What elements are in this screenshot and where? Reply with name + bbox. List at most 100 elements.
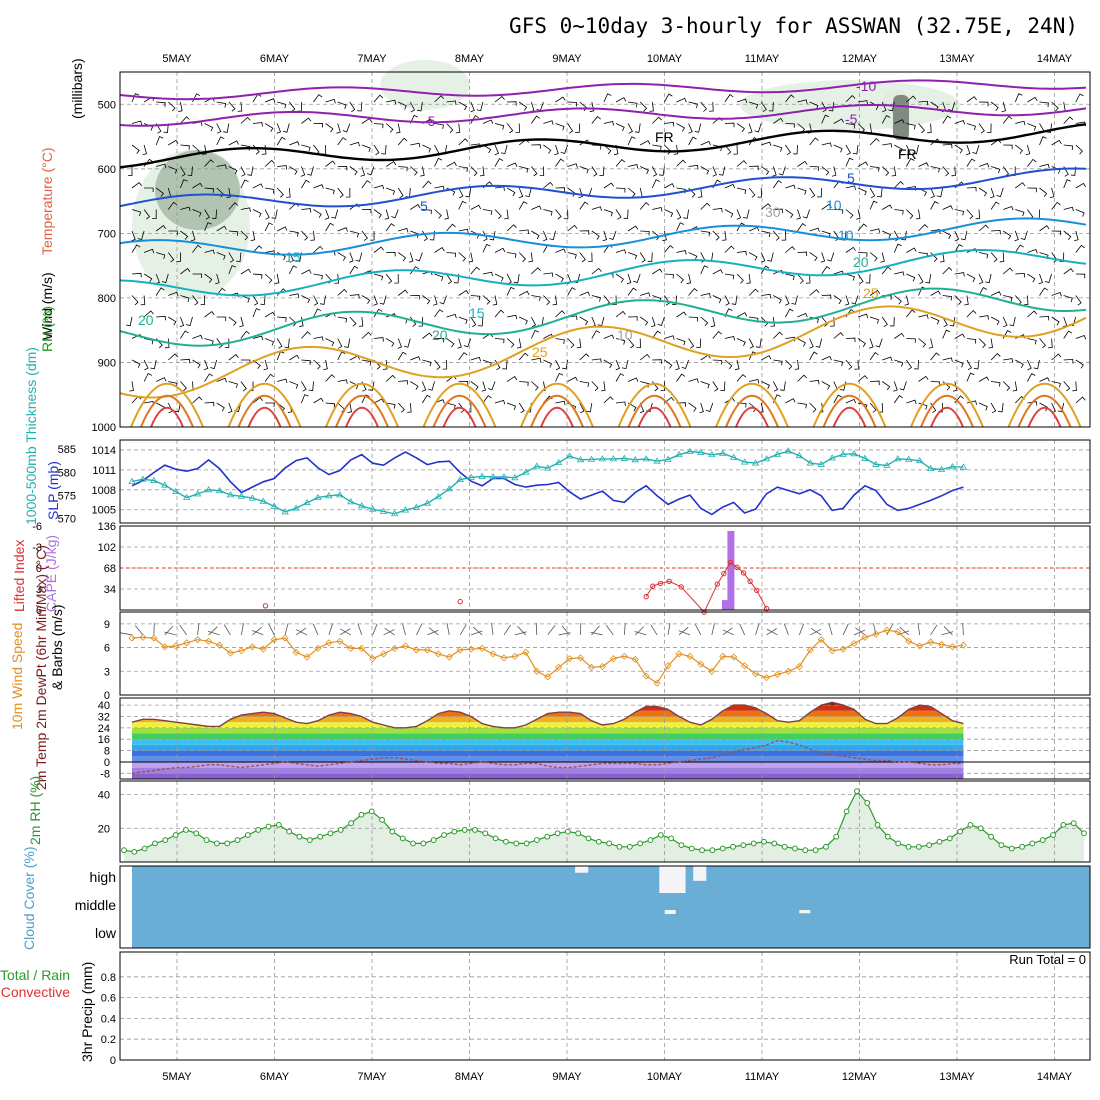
upper-wind-barb xyxy=(746,273,751,284)
upper-wind-barb xyxy=(996,187,1004,198)
surface-wind-barb xyxy=(208,626,218,636)
wind-speed-marker xyxy=(566,655,574,663)
warm-contour-arc xyxy=(920,395,974,428)
thickness-marker xyxy=(905,455,913,462)
thickness-marker xyxy=(259,497,267,504)
upper-wind-barb xyxy=(1039,377,1050,382)
upper-wind-barb xyxy=(1003,358,1014,363)
upper-wind-barb xyxy=(422,209,432,215)
upper-wind-barb xyxy=(531,295,541,301)
isotherm-label: 15 xyxy=(285,249,301,265)
cloud-cover-frame xyxy=(119,865,1091,949)
upper-wind-barb xyxy=(301,381,307,392)
upper-wind-barb xyxy=(313,273,323,280)
upper-wind-barb xyxy=(882,356,893,362)
rh-point xyxy=(441,832,447,838)
upper-wind-barb xyxy=(446,161,457,167)
upper-wind-barb xyxy=(1015,272,1025,278)
upper-wind-barb xyxy=(422,144,432,153)
upper-wind-barb xyxy=(772,166,777,177)
upper-wind-barb xyxy=(202,144,207,155)
upper-wind-barb xyxy=(724,359,733,370)
rh-point xyxy=(461,827,468,833)
upper-wind-barb xyxy=(360,166,365,177)
upper-wind-barb xyxy=(930,187,935,199)
surface-wind-barb xyxy=(678,626,689,636)
lifted-index-point xyxy=(734,564,740,570)
wind-speed-marker xyxy=(522,648,530,656)
upper-wind-barb xyxy=(247,166,254,176)
upper-wind-barb xyxy=(264,98,276,103)
wind-speed-marker xyxy=(806,646,814,654)
upper-wind-barb xyxy=(482,119,494,124)
thickness-marker xyxy=(270,502,278,509)
upper-wind-barb xyxy=(252,209,262,218)
upper-wind-barb xyxy=(185,316,193,327)
temperature-band xyxy=(132,750,964,757)
upper-wind-barb xyxy=(506,162,518,167)
upper-wind-barb xyxy=(639,101,648,112)
upper-wind-barb xyxy=(264,222,273,232)
upper-wind-barb xyxy=(615,209,622,220)
upper-wind-barb xyxy=(857,375,868,382)
upper-wind-barb xyxy=(951,166,956,177)
upper-wind-barb xyxy=(712,207,723,213)
upper-wind-barb xyxy=(560,144,568,155)
upper-wind-barb xyxy=(633,273,641,284)
warm-contour-arc xyxy=(910,383,984,428)
upper-wind-barb xyxy=(930,229,941,234)
upper-wind-barb xyxy=(880,252,885,263)
upper-wind-barb xyxy=(289,141,300,146)
pressure-tick-label: 1000 xyxy=(92,422,116,434)
upper-wind-barb xyxy=(893,243,902,253)
upper-axis-label-text: Wind (m/s) xyxy=(39,272,55,340)
isotherm-contour xyxy=(119,249,1087,297)
rh-point xyxy=(275,821,282,828)
upper-wind-barb xyxy=(918,338,927,348)
upper-wind-barb xyxy=(410,166,418,176)
upper-wind-barb xyxy=(875,338,883,348)
rh-point xyxy=(864,800,871,806)
upper-wind-barb xyxy=(494,273,504,282)
upper-wind-barb xyxy=(308,381,314,391)
upper-wind-barb xyxy=(252,273,263,279)
rh-point xyxy=(265,823,272,830)
wind-speed-marker xyxy=(620,652,628,660)
upper-axis-label-text: (millibars) xyxy=(69,58,85,119)
upper-wind-barb xyxy=(361,144,371,153)
upper-wind-barb xyxy=(228,316,237,326)
upper-wind-barb xyxy=(500,144,508,155)
upper-wind-barb xyxy=(373,308,383,318)
rh-point xyxy=(771,840,778,847)
upper-wind-barb xyxy=(652,116,662,124)
chart-title: GFS 0~10day 3-hourly for ASSWAN (32.75E,… xyxy=(509,14,1078,38)
upper-wind-barb xyxy=(700,230,711,237)
rh-point xyxy=(513,840,520,847)
thickness-marker xyxy=(850,450,858,457)
upper-wind-barb xyxy=(978,162,990,168)
wind-speed-marker xyxy=(850,640,858,648)
upper-wind-barb xyxy=(301,359,311,365)
upper-wind-barb xyxy=(942,329,951,339)
upper-wind-barb xyxy=(264,209,270,220)
cape-tick-label: 34 xyxy=(104,584,116,596)
surface-wind-barb xyxy=(472,626,483,636)
date-label-top: 11MAY xyxy=(745,53,780,65)
upper-wind-barb xyxy=(397,351,407,361)
upper-wind-barb xyxy=(773,295,782,304)
isotherm-contour xyxy=(119,305,1087,399)
upper-wind-barb xyxy=(600,381,606,392)
upper-wind-barb xyxy=(930,352,940,361)
isotherm-label: -5 xyxy=(423,113,436,129)
upper-wind-barb xyxy=(434,309,444,318)
surface-wind-barb xyxy=(284,623,289,636)
surface-wind-barb xyxy=(739,623,746,636)
isotherm-label: 30 xyxy=(765,204,781,220)
thickness-marker xyxy=(161,481,169,488)
warm-contour-arc xyxy=(637,407,672,428)
temperature-tick-label: 40 xyxy=(98,700,110,712)
isotherm-contour xyxy=(119,123,1087,169)
upper-wind-barb xyxy=(736,209,742,220)
upper-wind-barb xyxy=(1051,381,1061,388)
upper-wind-barb xyxy=(442,359,448,370)
